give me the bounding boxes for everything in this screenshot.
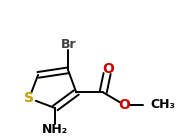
Text: O: O <box>118 98 130 112</box>
Text: NH₂: NH₂ <box>42 123 68 136</box>
Text: Br: Br <box>60 38 76 52</box>
Text: S: S <box>24 91 34 105</box>
Text: CH₃: CH₃ <box>150 98 175 111</box>
Text: O: O <box>102 62 114 76</box>
